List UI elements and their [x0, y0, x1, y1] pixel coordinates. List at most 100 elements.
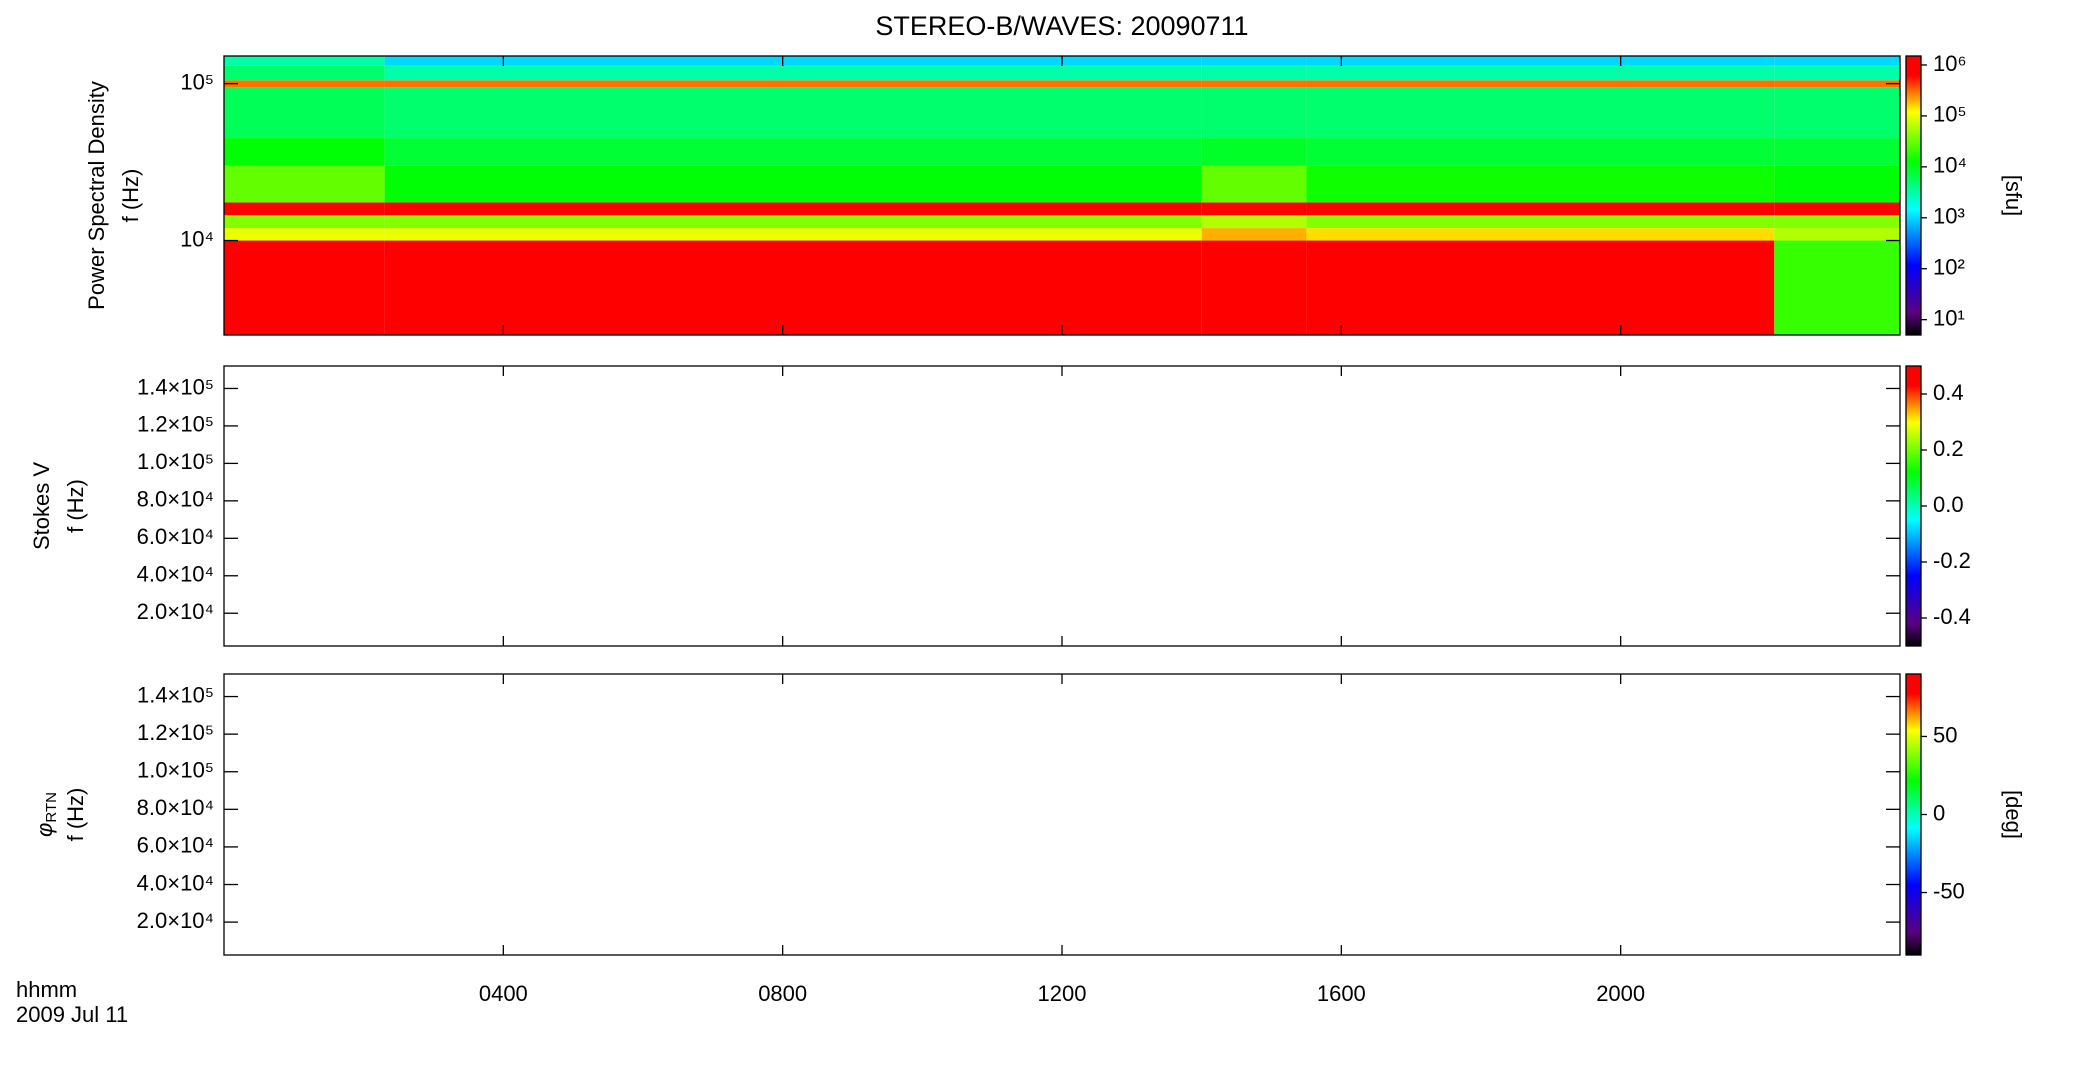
spectrogram-cell [384, 215, 1202, 229]
spectrogram-cell [1774, 80, 1900, 88]
spectrogram-cell [1306, 138, 1775, 166]
colorbar-tick-label: 10² [1933, 255, 1965, 280]
spectrogram-cell [384, 228, 1202, 241]
spectrogram-cell [1774, 65, 1900, 81]
spectrogram-cell [1201, 215, 1307, 229]
y-axis-subscript: RTN [43, 792, 60, 823]
spectrogram-cell [224, 240, 385, 335]
x-tick-label: 0400 [479, 981, 528, 1006]
x-tick-label: 1200 [1038, 981, 1087, 1006]
spectrogram-cell [1201, 240, 1307, 335]
spectrogram-cell [1201, 56, 1307, 66]
x-tick-label: 2000 [1596, 981, 1645, 1006]
spectrogram-cell [384, 56, 1202, 66]
y-tick-label: 6.0×10⁴ [137, 524, 214, 549]
spectrogram-cell [1201, 202, 1307, 216]
colorbar-tick-label: 10³ [1933, 204, 1965, 229]
spectrogram-cell [1306, 215, 1775, 229]
y-tick-label: 4.0×10⁴ [137, 562, 214, 587]
spectrogram-cell [1306, 80, 1775, 88]
spectrogram-cell [384, 65, 1202, 81]
spectrogram-cell [224, 56, 385, 66]
y-tick-label: 1.0×10⁵ [137, 758, 214, 783]
y-axis-label: f (Hz) [118, 169, 143, 223]
spectrogram-cell [384, 138, 1202, 166]
spectrogram-cell [1306, 56, 1775, 66]
spectrogram-cell [224, 65, 385, 81]
spectrogram-cell [224, 87, 385, 139]
y-tick-label: 10⁴ [180, 226, 214, 251]
y-tick-label: 1.2×10⁵ [137, 412, 214, 437]
y-tick-label: 1.4×10⁵ [137, 374, 214, 399]
y-axis-label: φRTN [32, 792, 60, 837]
spectrogram-cell [1774, 87, 1900, 139]
spectrogram-cell [1306, 202, 1775, 216]
y-tick-label: 10⁵ [180, 69, 214, 94]
colorbar-tick-label: 10¹ [1933, 305, 1965, 330]
colorbar [1905, 365, 1922, 647]
spectrogram-cell [384, 87, 1202, 139]
y-tick-label: 1.2×10⁵ [137, 720, 214, 745]
x-axis-date: 2009 Jul 11 [16, 1002, 128, 1027]
spectrogram-cell [1201, 228, 1307, 241]
y-tick-label: 8.0×10⁴ [137, 795, 214, 820]
spectrogram-cell [1774, 215, 1900, 229]
spectrogram-cell [1306, 65, 1775, 81]
spectrogram-cell [1774, 202, 1900, 216]
plot-frame [223, 673, 1901, 956]
spectrogram-cell [1306, 228, 1775, 241]
spectrogram-cell [384, 165, 1202, 203]
colorbar-tick-label: -0.2 [1933, 548, 1971, 573]
y-tick-label: 6.0×10⁴ [137, 833, 214, 858]
spectrogram-cell [224, 165, 385, 203]
spectrogram-cell [1774, 165, 1900, 203]
spectrogram-cell [1201, 138, 1307, 166]
spectrogram-cell [224, 215, 385, 229]
y-axis-symbol: φ [32, 823, 57, 837]
y-tick-label: 2.0×10⁴ [137, 599, 214, 624]
y-axis-label: Power Spectral Density [84, 81, 109, 310]
spectrogram-cell [384, 240, 1202, 335]
colorbar-label: [deg] [2001, 790, 2026, 839]
colorbar-tick-label: -0.4 [1933, 604, 1971, 629]
spectrogram-cell [1774, 228, 1900, 241]
colorbar-tick-label: 0.2 [1933, 436, 1964, 461]
colorbar-tick-label: 10⁵ [1933, 102, 1967, 127]
y-tick-label: 8.0×10⁴ [137, 487, 214, 512]
spectrogram-cell [1201, 80, 1307, 88]
colorbar-tick-label: 0.0 [1933, 492, 1964, 517]
x-tick-label: 1600 [1317, 981, 1366, 1006]
colorbar-label: [sfu] [2001, 175, 2026, 217]
colorbar-tick-label: 0.4 [1933, 380, 1964, 405]
y-tick-label: 2.0×10⁴ [137, 908, 214, 933]
spectrogram-cell [1774, 56, 1900, 66]
spectrogram-cell [1774, 138, 1900, 166]
x-tick-label: 0800 [758, 981, 807, 1006]
colorbar [1905, 55, 1922, 336]
chart-title: STEREO-B/WAVES: 20090711 [875, 11, 1248, 41]
spectrogram-cell [1201, 65, 1307, 81]
colorbar [1905, 673, 1922, 956]
spectrogram-cell [224, 138, 385, 166]
colorbar-tick-label: 50 [1933, 722, 1957, 747]
y-axis-label: f (Hz) [63, 788, 88, 842]
spectrogram-cell [224, 202, 385, 216]
y-tick-label: 1.4×10⁵ [137, 682, 214, 707]
spectrogram-cell [1201, 165, 1307, 203]
colorbar-tick-label: 10⁶ [1933, 51, 1967, 76]
y-axis-label: Stokes V [29, 462, 54, 550]
y-tick-label: 4.0×10⁴ [137, 870, 214, 895]
y-tick-label: 1.0×10⁵ [137, 449, 214, 474]
x-axis-label: hhmm [16, 977, 77, 1002]
spectrogram-cell [1201, 87, 1307, 139]
spectrogram-cell [1306, 87, 1775, 139]
spectrogram-cell [384, 80, 1202, 88]
colorbar-tick-label: 10⁴ [1933, 153, 1967, 178]
spectrogram-cell [1306, 165, 1775, 203]
spectrogram-cell [384, 202, 1202, 216]
colorbar-tick-label: 0 [1933, 800, 1945, 825]
colorbar-tick-label: -50 [1933, 878, 1965, 903]
spectrogram-cell [224, 228, 385, 241]
